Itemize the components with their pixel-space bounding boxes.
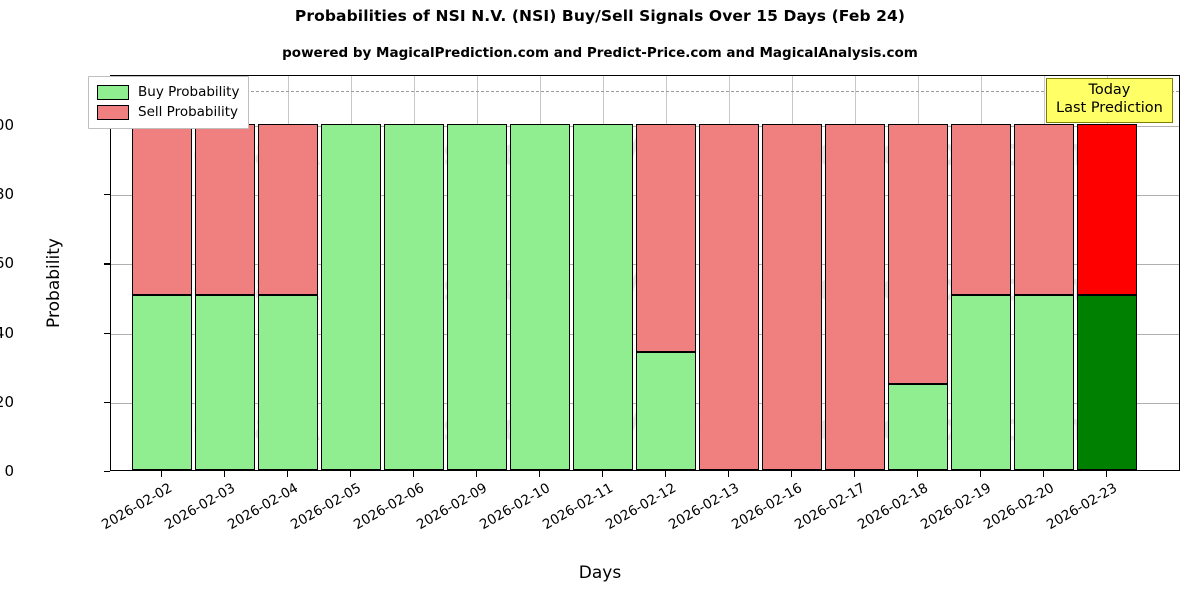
x-axis-tick-mark bbox=[1042, 471, 1044, 477]
bar[interactable] bbox=[762, 76, 822, 470]
bar[interactable] bbox=[258, 76, 318, 470]
today-annotation: Today Last Prediction bbox=[1046, 78, 1173, 124]
bar-segment-buy[interactable] bbox=[1077, 294, 1137, 470]
x-axis-tick-mark bbox=[160, 471, 162, 477]
bar-segment-sell[interactable] bbox=[1014, 124, 1074, 295]
bar-segment-sell[interactable] bbox=[951, 124, 1011, 295]
x-axis-tick-mark bbox=[727, 471, 729, 477]
bar-segment-buy[interactable] bbox=[1014, 294, 1074, 470]
y-axis-tick-mark bbox=[104, 471, 110, 473]
bar-segment-sell[interactable] bbox=[1077, 124, 1137, 295]
bar-segment-sell[interactable] bbox=[258, 124, 318, 295]
bar[interactable] bbox=[384, 76, 444, 470]
x-axis-tick-mark bbox=[538, 471, 540, 477]
bar[interactable] bbox=[321, 76, 381, 470]
x-axis-tick-mark bbox=[664, 471, 666, 477]
bar-segment-sell[interactable] bbox=[825, 124, 885, 470]
bar-segment-buy[interactable] bbox=[132, 294, 192, 470]
legend: Buy Probability Sell Probability bbox=[88, 76, 250, 129]
bar-segment-buy[interactable] bbox=[510, 124, 570, 470]
x-axis-tick-mark bbox=[601, 471, 603, 477]
bar-segment-sell[interactable] bbox=[762, 124, 822, 470]
y-axis-tick-label: 40 bbox=[0, 323, 14, 342]
x-axis-tick-mark bbox=[475, 471, 477, 477]
bar-segment-buy[interactable] bbox=[258, 294, 318, 470]
legend-label-sell: Sell Probability bbox=[138, 104, 239, 120]
bar[interactable] bbox=[699, 76, 759, 470]
y-axis-tick-label: 0 bbox=[4, 462, 14, 480]
bar-today[interactable] bbox=[1077, 76, 1137, 470]
y-axis-tick-mark bbox=[104, 194, 110, 196]
y-axis-tick-mark bbox=[104, 401, 110, 403]
x-axis-tick-mark bbox=[223, 471, 225, 477]
bar[interactable] bbox=[888, 76, 948, 470]
bar-segment-sell[interactable] bbox=[195, 124, 255, 295]
bar-segment-sell[interactable] bbox=[699, 124, 759, 470]
bar-segment-sell[interactable] bbox=[132, 124, 192, 295]
bar-segment-sell[interactable] bbox=[888, 124, 948, 384]
chart-title: Probabilities of NSI N.V. (NSI) Buy/Sell… bbox=[294, 7, 906, 25]
x-axis-tick-mark bbox=[286, 471, 288, 477]
x-axis-tick-mark bbox=[979, 471, 981, 477]
legend-item-buy: Buy Probability bbox=[97, 82, 239, 102]
y-axis-tick-label: 80 bbox=[0, 185, 14, 204]
bar[interactable] bbox=[636, 76, 696, 470]
bar[interactable] bbox=[510, 76, 570, 470]
y-axis-tick-label: 100 bbox=[0, 116, 14, 134]
bar[interactable] bbox=[951, 76, 1011, 470]
bar-segment-buy[interactable] bbox=[321, 124, 381, 470]
y-axis-tick-label: 20 bbox=[0, 392, 14, 411]
x-axis-tick-mark bbox=[916, 471, 918, 477]
x-axis-tick-mark bbox=[853, 471, 855, 477]
bar[interactable] bbox=[195, 76, 255, 470]
bar-segment-buy[interactable] bbox=[888, 383, 948, 470]
today-annotation-line2: Last Prediction bbox=[1056, 99, 1163, 116]
bar[interactable] bbox=[825, 76, 885, 470]
bar[interactable] bbox=[573, 76, 633, 470]
x-axis-tick-mark bbox=[349, 471, 351, 477]
bar-segment-buy[interactable] bbox=[384, 124, 444, 470]
chart-subtitle: powered by MagicalPrediction.com and Pre… bbox=[282, 45, 918, 61]
bar[interactable] bbox=[132, 76, 192, 470]
bar-segment-buy[interactable] bbox=[447, 124, 507, 470]
y-axis-label: Probability bbox=[44, 238, 64, 328]
y-axis-tick-mark bbox=[104, 263, 110, 265]
bar-segment-buy[interactable] bbox=[195, 294, 255, 470]
legend-label-buy: Buy Probability bbox=[138, 84, 240, 100]
bar[interactable] bbox=[1014, 76, 1074, 470]
legend-item-sell: Sell Probability bbox=[97, 102, 239, 122]
x-axis-label: Days bbox=[578, 563, 622, 583]
legend-swatch-sell-icon bbox=[97, 104, 129, 120]
bar[interactable] bbox=[447, 76, 507, 470]
bar-segment-buy[interactable] bbox=[573, 124, 633, 470]
bar-segment-sell[interactable] bbox=[636, 124, 696, 353]
plot-area: MagicalAnalysis.comMagicalPrediction.com… bbox=[110, 75, 1180, 471]
legend-swatch-buy-icon bbox=[97, 84, 129, 100]
x-axis-tick-mark bbox=[1105, 471, 1107, 477]
y-axis-tick-label: 60 bbox=[0, 254, 14, 273]
x-axis-tick-mark bbox=[790, 471, 792, 477]
reference-dashed-line bbox=[111, 91, 1179, 92]
bar-segment-buy[interactable] bbox=[636, 352, 696, 470]
x-axis-tick-mark bbox=[412, 471, 414, 477]
y-axis-tick-mark bbox=[104, 332, 110, 334]
today-annotation-line1: Today bbox=[1088, 82, 1131, 98]
bar-segment-buy[interactable] bbox=[951, 294, 1011, 470]
